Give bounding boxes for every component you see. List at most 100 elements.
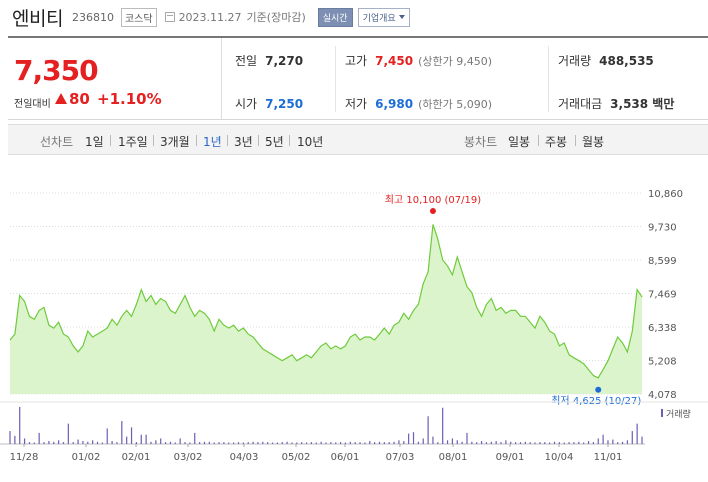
volume-bar	[189, 442, 191, 444]
volume-bar	[140, 434, 142, 444]
tab-3m[interactable]: 3개월	[160, 135, 190, 149]
high-value: 7,450	[375, 54, 414, 68]
low-value: 6,980	[375, 97, 414, 111]
volume-bar	[155, 440, 157, 444]
volume-bar	[641, 436, 643, 444]
prev-close-value: 7,270	[265, 54, 304, 68]
x-tick-label: 11/01	[594, 452, 623, 463]
prev-close-label: 전일	[235, 54, 258, 68]
volume-bar	[354, 442, 356, 444]
x-tick-label: 11/28	[10, 452, 39, 463]
stock-header: 엔비티 236810 코스닥 2023.11.27 기준(장마감) 실시간 기업…	[0, 0, 708, 34]
volume-bar	[558, 442, 560, 444]
x-tick-label: 08/01	[439, 452, 468, 463]
volume-bar	[58, 440, 60, 444]
volume-bar	[549, 442, 551, 444]
tab-1d[interactable]: 1일	[85, 135, 104, 149]
x-tick-label: 03/02	[174, 452, 203, 463]
volume-bar	[101, 442, 103, 444]
y-tick-label: 10,860	[648, 189, 683, 200]
volume-bar	[378, 441, 381, 444]
tab-daily[interactable]: 일봉	[508, 135, 531, 149]
change-percent: +1.10%	[97, 90, 162, 108]
volume-bar	[544, 442, 546, 444]
volume-bar	[28, 442, 31, 444]
volume-bar	[490, 441, 492, 444]
volume-bar	[446, 440, 449, 444]
volume-bar	[621, 441, 624, 444]
volume-label: 거래량	[558, 54, 592, 68]
market-badge: 코스닥	[120, 7, 157, 27]
volume-bar	[617, 442, 619, 444]
volume-bar	[111, 441, 113, 444]
volume-bar	[330, 442, 332, 444]
low-marker	[595, 386, 602, 393]
realtime-button[interactable]: 실시간	[317, 7, 353, 27]
volume-bar	[539, 442, 541, 444]
tab-1w[interactable]: 1주일	[118, 135, 148, 149]
volume-bar	[67, 423, 69, 444]
y-tick-label: 8,599	[648, 256, 677, 267]
tab-3y[interactable]: 3년	[234, 135, 253, 149]
volume-bar	[237, 442, 240, 444]
volume-legend-swatch	[661, 409, 663, 417]
volume-bar	[592, 442, 594, 444]
volume-bar	[553, 441, 556, 444]
volume-bar	[393, 441, 395, 444]
volume-bar	[242, 442, 244, 444]
low-annotation: 최저 4,625 (10/27)	[551, 395, 641, 407]
x-tick-label: 02/01	[122, 452, 151, 463]
volume-bar	[602, 434, 604, 444]
volume-bar	[597, 438, 599, 444]
volume-bar	[116, 442, 118, 444]
tab-weekly[interactable]: 주봉	[545, 135, 568, 149]
volume-bar	[626, 440, 629, 444]
caret-down-icon	[398, 15, 405, 19]
tab-5y[interactable]: 5년	[265, 135, 284, 149]
volume-bar	[87, 441, 89, 444]
volume-bar	[121, 421, 123, 444]
volume-bar	[578, 441, 580, 444]
volume-bar	[257, 442, 259, 444]
volume-bar	[296, 442, 298, 444]
tab-10y[interactable]: 10년	[297, 135, 324, 149]
volume-bar	[43, 442, 45, 444]
amount-value: 3,538 백만	[610, 97, 675, 111]
price-chart[interactable]: 10,860 9,730 8,599 7,469 6,338 5,208 4,078 최고 1…	[0, 155, 708, 482]
prev-close: 전일 7,270	[235, 52, 303, 69]
tab-1y[interactable]: 1년	[203, 135, 222, 149]
stock-code: 236810	[71, 10, 114, 24]
low-label: 저가	[345, 97, 368, 111]
volume-bar	[23, 438, 26, 444]
volume-bar	[320, 441, 322, 444]
price-line	[9, 224, 643, 379]
volume-bar	[291, 442, 293, 444]
volume-bar	[96, 441, 99, 444]
stock-name: 엔비티	[12, 7, 63, 30]
volume-bar	[534, 442, 536, 444]
volume-bar	[563, 442, 565, 444]
x-tick-label: 09/01	[496, 452, 525, 463]
high-label: 고가	[345, 54, 368, 68]
volume-bar	[437, 442, 439, 444]
volume-bar	[359, 442, 361, 444]
volume-bar	[62, 442, 65, 444]
line-chart-label: 선차트	[40, 135, 74, 149]
quote-date: 2023.11.27	[178, 10, 242, 24]
volume-bar	[174, 442, 176, 444]
volume-bar	[335, 442, 337, 444]
volume-bar	[38, 432, 40, 444]
trading-amount: 거래대금 3,538 백만	[558, 95, 674, 112]
volume-bar	[515, 442, 517, 444]
volume-bar	[466, 432, 468, 444]
current-price: 7,350	[14, 54, 99, 87]
volume-bar	[480, 441, 483, 444]
volume-bar	[388, 442, 390, 444]
volume-bar	[82, 441, 84, 444]
company-overview-button[interactable]: 기업개요	[357, 7, 410, 27]
volume-bar	[72, 442, 74, 444]
volume-bar	[179, 438, 181, 444]
volume-bar	[636, 423, 638, 444]
tab-monthly[interactable]: 월봉	[582, 135, 605, 149]
chart-period-tabs: 선차트 1일 1주일 3개월 1년 3년 5년 10년 봉차트 일봉 주봉 월봉	[8, 124, 708, 155]
